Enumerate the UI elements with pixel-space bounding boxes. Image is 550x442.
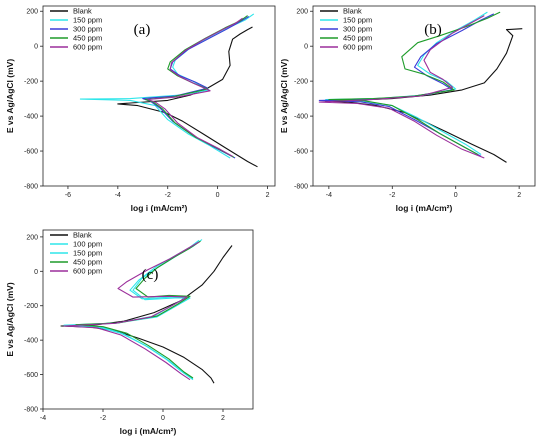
series-line-600-ppm — [318, 15, 485, 159]
y-tick-label: -800 — [294, 184, 308, 191]
y-axis-label: E vs Ag/AgCl (mV) — [5, 59, 15, 133]
x-tick-label: -4 — [326, 192, 332, 199]
y-tick-label: -200 — [24, 303, 38, 310]
legend-entry: Blank — [73, 231, 92, 240]
x-axis-label: log i (mA/cm²) — [131, 203, 188, 213]
x-tick-label: -4 — [40, 415, 46, 422]
legend-entry: 300 ppm — [73, 25, 102, 34]
y-tick-label: -400 — [294, 114, 308, 121]
series-line-600-ppm — [147, 17, 243, 157]
x-tick-label: 0 — [454, 192, 458, 199]
chart-panel-1: -6 -4 -2 0 2 -800 -600 -400 -200 0 200 log i (mA/cm… — [5, 5, 276, 213]
legend-entry: 150 ppm — [73, 16, 102, 25]
y-tick-label: -200 — [294, 79, 308, 86]
y-tick-label: -400 — [24, 338, 38, 345]
x-axis-label: log i (mA/cm²) — [396, 203, 453, 213]
legend-entry: Blank — [343, 7, 362, 16]
legend-entry: 450 ppm — [73, 258, 102, 267]
legend-entry: 300 ppm — [343, 25, 372, 34]
y-tick-label: 200 — [26, 9, 38, 16]
legend-entry: Blank — [73, 7, 92, 16]
panel-label: (b) — [424, 22, 442, 38]
series-line-450-ppm — [328, 11, 501, 155]
y-axis-label: E vs Ag/AgCl (mV) — [279, 59, 289, 133]
legend-entry: 150 ppm — [73, 249, 102, 258]
panel-label: (c) — [142, 267, 159, 283]
y-tick-label: -600 — [24, 372, 38, 379]
series-line-blank — [117, 26, 258, 168]
plot-frame — [312, 5, 536, 187]
y-tick-label: 0 — [304, 44, 308, 51]
panel-label: (a) — [134, 22, 151, 38]
series-line-600-ppm — [63, 241, 200, 381]
y-tick-label: -800 — [24, 184, 38, 191]
y-tick-label: -600 — [24, 149, 38, 156]
series-line-blank — [60, 245, 233, 384]
chart-panel-3: -4 -2 0 2 -800 -600 -400 -200 0 200 log i (mA/cm²)… — [5, 229, 254, 436]
x-axis-label: log i (mA/cm²) — [120, 426, 177, 436]
legend-entry: 150 ppm — [343, 16, 372, 25]
x-tick-label: -2 — [389, 192, 395, 199]
y-tick-label: -200 — [24, 79, 38, 86]
y-tick-label: -800 — [24, 407, 38, 414]
x-tick-label: -2 — [100, 415, 106, 422]
y-tick-label: 0 — [34, 44, 38, 51]
plot-frame — [42, 229, 254, 410]
series-line-450-ppm — [75, 240, 201, 379]
x-tick-label: 0 — [216, 192, 220, 199]
x-tick-label: 0 — [161, 415, 165, 422]
y-tick-label: 0 — [34, 269, 38, 276]
legend-entry: 450 ppm — [343, 34, 372, 43]
x-tick-label: 2 — [221, 415, 225, 422]
x-tick-label: 2 — [517, 192, 521, 199]
legend-entry: 100 ppm — [73, 240, 102, 249]
y-axis-label: E vs Ag/AgCl (mV) — [5, 282, 15, 356]
series-line-150-ppm — [79, 13, 255, 159]
legend-entry: 600 ppm — [343, 43, 372, 52]
x-tick-label: -6 — [65, 192, 71, 199]
x-tick-label: -2 — [165, 192, 171, 199]
legend-entry: 600 ppm — [73, 267, 102, 276]
legend-entry: 600 ppm — [73, 43, 102, 52]
y-tick-label: 200 — [26, 234, 38, 241]
x-tick-label: 2 — [266, 192, 270, 199]
y-tick-label: -400 — [24, 114, 38, 121]
y-tick-label: 200 — [296, 9, 308, 16]
x-tick-label: -4 — [115, 192, 121, 199]
plot-frame — [42, 5, 276, 187]
series-line-450-ppm — [144, 15, 248, 158]
legend-entry: 450 ppm — [73, 34, 102, 43]
chart-panel-2: -4 -2 0 2 -800 -600 -400 -200 0 200 log i (mA/cm²)… — [279, 5, 536, 213]
y-tick-label: -600 — [294, 149, 308, 156]
